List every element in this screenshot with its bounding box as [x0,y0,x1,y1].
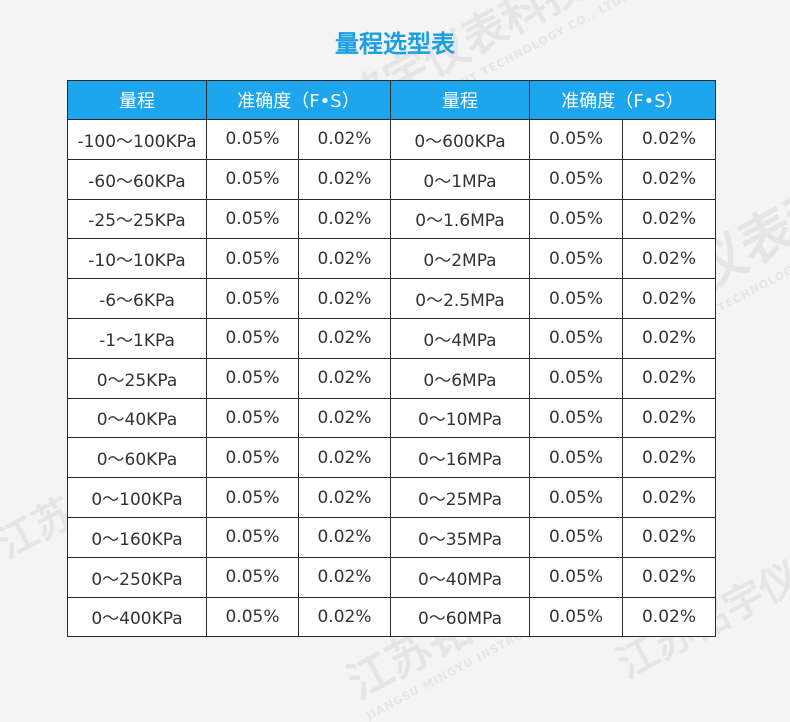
accuracy-cell: 0.05% [529,516,623,558]
header-accuracy: 准确度（F•S） [529,80,716,120]
range-cell: 0～25KPa [67,357,207,399]
table-row: 0～250KPa 0.05% 0.02% 0～40MPa 0.05% 0.02% [67,556,716,598]
range-cell: -6～6KPa [67,278,207,319]
accuracy-cell: 0.02% [298,158,391,200]
table-body: -100～100KPa 0.05% 0.02% 0～600KPa 0.05% 0.02% -… [67,119,716,638]
accuracy-cell: 0.05% [206,397,299,439]
accuracy-cell: 0.05% [529,397,623,439]
accuracy-cell: 0.05% [206,516,299,558]
accuracy-cell: 0.05% [529,357,623,399]
accuracy-cell: 0.02% [622,397,716,439]
accuracy-cell: 0.02% [622,556,716,598]
accuracy-cell: 0.02% [622,158,716,200]
accuracy-cell: 0.05% [206,119,299,160]
accuracy-cell: 0.05% [529,437,623,479]
range-selection-table: 量程 准确度（F•S） 量程 准确度（F•S） -100～100KPa 0.05%… [67,80,716,638]
accuracy-cell: 0.05% [529,198,623,240]
range-cell: -1～1KPa [67,317,207,359]
accuracy-cell: 0.02% [298,317,391,359]
accuracy-cell: 0.02% [622,238,716,280]
accuracy-cell: 0.02% [622,596,716,638]
accuracy-cell: 0.05% [529,596,623,638]
table-row: -60～60KPa 0.05% 0.02% 0～1MPa 0.05% 0.02% [67,158,716,200]
accuracy-cell: 0.02% [622,119,716,160]
accuracy-cell: 0.05% [206,357,299,399]
range-cell: 0～25MPa [390,477,530,518]
range-cell: 0～60MPa [390,596,530,638]
range-cell: 0～1.6MPa [390,198,530,240]
accuracy-cell: 0.05% [529,238,623,280]
table-header-row: 量程 准确度（F•S） 量程 准确度（F•S） [67,80,716,120]
accuracy-cell: 0.02% [298,596,391,638]
range-cell: 0～250KPa [67,556,207,598]
accuracy-cell: 0.05% [529,317,623,359]
range-cell: 0～1MPa [390,158,530,200]
accuracy-cell: 0.02% [622,477,716,518]
accuracy-cell: 0.05% [206,596,299,638]
accuracy-cell: 0.02% [622,437,716,479]
page-title: 量程选型表 [335,30,455,58]
range-cell: 0～2.5MPa [390,278,530,319]
accuracy-cell: 0.02% [298,238,391,280]
accuracy-cell: 0.05% [206,437,299,479]
range-cell: -100～100KPa [67,119,207,160]
accuracy-cell: 0.02% [298,357,391,399]
table-row: 0～160KPa 0.05% 0.02% 0～35MPa 0.05% 0.02% [67,516,716,558]
accuracy-cell: 0.05% [529,477,623,518]
accuracy-cell: 0.02% [622,317,716,359]
accuracy-cell: 0.05% [529,119,623,160]
range-cell: 0～40KPa [67,397,207,439]
accuracy-cell: 0.05% [206,317,299,359]
header-range: 量程 [390,80,530,120]
range-cell: 0～6MPa [390,357,530,399]
table-row: 0～60KPa 0.05% 0.02% 0～16MPa 0.05% 0.02% [67,437,716,479]
table-row: 0～100KPa 0.05% 0.02% 0～25MPa 0.05% 0.02% [67,477,716,518]
accuracy-cell: 0.05% [206,477,299,518]
table-row: 0～400KPa 0.05% 0.02% 0～60MPa 0.05% 0.02% [67,596,716,638]
accuracy-cell: 0.05% [529,278,623,319]
table-row: -100～100KPa 0.05% 0.02% 0～600KPa 0.05% 0.02% [67,119,716,160]
accuracy-cell: 0.05% [206,278,299,319]
accuracy-cell: 0.05% [206,238,299,280]
accuracy-cell: 0.05% [206,556,299,598]
accuracy-cell: 0.02% [622,198,716,240]
accuracy-cell: 0.05% [206,198,299,240]
accuracy-cell: 0.02% [298,477,391,518]
range-cell: 0～16MPa [390,437,530,479]
range-cell: 0～35MPa [390,516,530,558]
range-cell: 0～400KPa [67,596,207,638]
range-cell: 0～600KPa [390,119,530,160]
range-cell: 0～2MPa [390,238,530,280]
table-row: -25～25KPa 0.05% 0.02% 0～1.6MPa 0.05% 0.02% [67,198,716,240]
accuracy-cell: 0.02% [298,278,391,319]
range-cell: 0～160KPa [67,516,207,558]
table-row: -10～10KPa 0.05% 0.02% 0～2MPa 0.05% 0.02% [67,238,716,280]
accuracy-cell: 0.02% [622,278,716,319]
accuracy-cell: 0.02% [298,397,391,439]
accuracy-cell: 0.05% [529,556,623,598]
table-row: -6～6KPa 0.05% 0.02% 0～2.5MPa 0.05% 0.02% [67,278,716,319]
range-cell: 0～60KPa [67,437,207,479]
accuracy-cell: 0.02% [298,556,391,598]
range-cell: -60～60KPa [67,158,207,200]
range-cell: 0～4MPa [390,317,530,359]
table-row: 0～40KPa 0.05% 0.02% 0～10MPa 0.05% 0.02% [67,397,716,439]
table-row: 0～25KPa 0.05% 0.02% 0～6MPa 0.05% 0.02% [67,357,716,399]
accuracy-cell: 0.02% [298,198,391,240]
header-range: 量程 [67,80,207,120]
range-cell: 0～10MPa [390,397,530,439]
accuracy-cell: 0.02% [298,119,391,160]
header-accuracy: 准确度（F•S） [206,80,391,120]
table-row: -1～1KPa 0.05% 0.02% 0～4MPa 0.05% 0.02% [67,317,716,359]
accuracy-cell: 0.02% [298,516,391,558]
accuracy-cell: 0.05% [529,158,623,200]
range-cell: -10～10KPa [67,238,207,280]
accuracy-cell: 0.05% [206,158,299,200]
accuracy-cell: 0.02% [622,516,716,558]
range-cell: 0～100KPa [67,477,207,518]
range-cell: -25～25KPa [67,198,207,240]
accuracy-cell: 0.02% [622,357,716,399]
range-cell: 0～40MPa [390,556,530,598]
accuracy-cell: 0.02% [298,437,391,479]
